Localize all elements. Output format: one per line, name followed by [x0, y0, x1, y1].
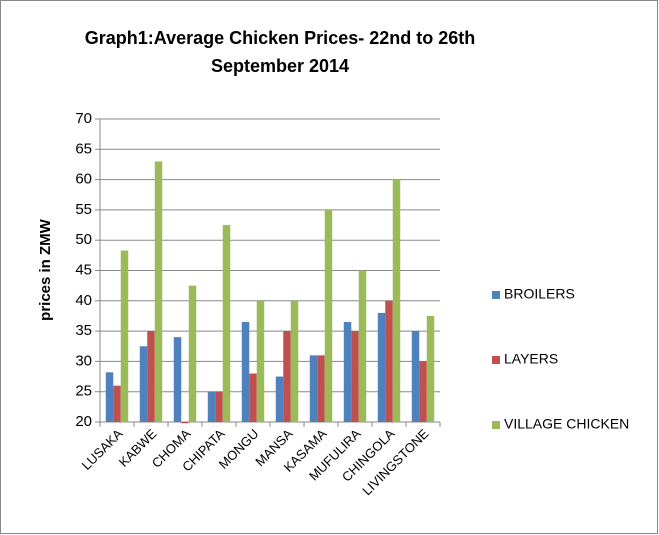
bar [105, 372, 114, 422]
bar [283, 331, 291, 422]
bar [411, 331, 420, 422]
y-tick-label: 45 [75, 261, 92, 278]
bar [241, 322, 250, 422]
bar [154, 161, 163, 423]
legend-label: VILLAGE CHICKEN [504, 416, 629, 432]
bar [343, 322, 352, 422]
y-axis-label: prices in ZMW [37, 218, 54, 321]
bar [120, 250, 129, 422]
bar [351, 331, 359, 422]
x-tick-label: LUSAKA [79, 426, 126, 473]
y-tick-label: 35 [75, 322, 92, 339]
bar [385, 300, 393, 422]
legend-label: BROILERS [504, 286, 575, 302]
bar [419, 361, 427, 422]
legend-swatch [492, 421, 500, 429]
y-tick-label: 25 [75, 383, 92, 400]
legend-label: LAYERS [504, 351, 558, 367]
bar [317, 355, 325, 422]
y-tick-label: 40 [75, 292, 92, 309]
y-tick-label: 20 [75, 413, 92, 430]
bar [426, 315, 435, 422]
bar [249, 373, 257, 422]
bar [256, 300, 265, 422]
bar [181, 422, 189, 424]
y-tick-label: 50 [75, 231, 92, 248]
y-tick-label: 30 [75, 352, 92, 369]
bar [215, 391, 223, 422]
bar [139, 346, 148, 422]
bar [222, 225, 231, 422]
y-tick-label: 70 [75, 110, 92, 127]
legend-swatch [492, 356, 500, 364]
bar [113, 385, 121, 422]
y-tick-label: 60 [75, 171, 92, 188]
bar [392, 179, 401, 422]
legend-swatch [492, 291, 500, 299]
bar [173, 337, 182, 422]
bar [290, 300, 299, 422]
bar [309, 355, 318, 422]
y-tick-label: 65 [75, 140, 92, 157]
bar [275, 376, 284, 422]
bar [358, 270, 367, 422]
y-tick-label: 55 [75, 201, 92, 218]
bar [188, 285, 197, 422]
bar [147, 331, 155, 422]
bar [324, 209, 333, 422]
chart-title: Graph1:Average Chicken Prices- 22nd to 2… [84, 28, 476, 76]
bar [377, 312, 386, 422]
bar [207, 391, 216, 422]
